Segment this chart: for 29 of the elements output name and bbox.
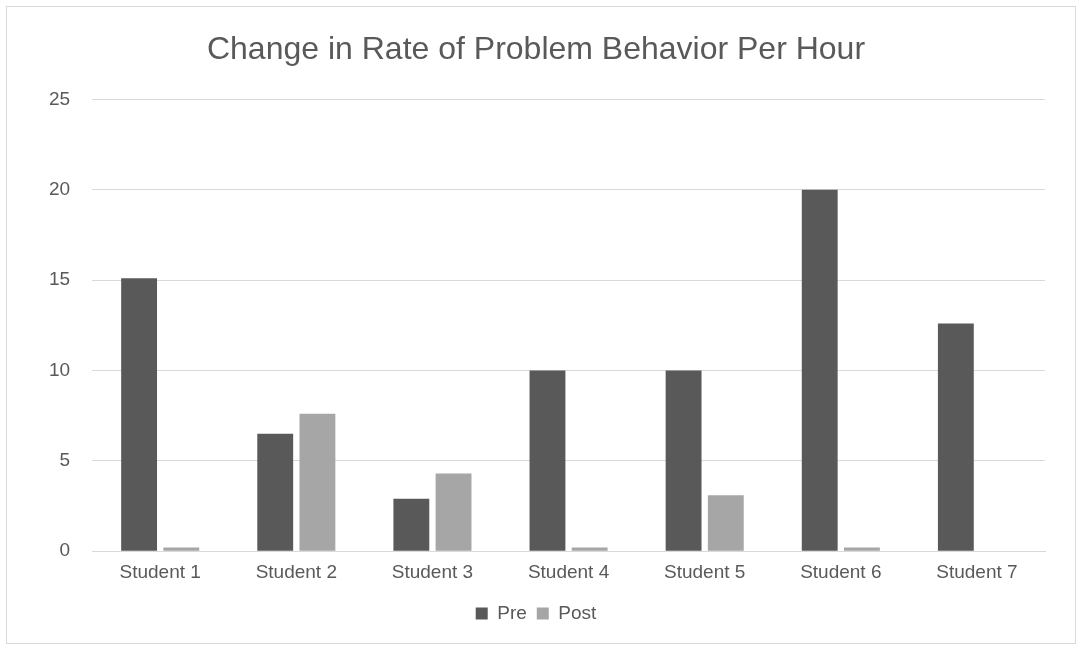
bar: [665, 370, 702, 551]
chart-title: Change in Rate of Problem Behavior Per Hour: [206, 30, 866, 67]
bar: [801, 189, 838, 551]
bar: [299, 413, 336, 551]
x-tick-label: Student 5: [664, 560, 746, 582]
bar: [571, 547, 608, 551]
x-tick-label: Student 7: [936, 560, 1018, 582]
bar: [937, 323, 974, 551]
bar: [163, 547, 200, 551]
bar: [435, 473, 472, 551]
legend-label: Post: [558, 601, 598, 623]
x-tick-label: Student 3: [391, 560, 474, 582]
x-tick-label: Student 6: [800, 560, 882, 582]
x-tick-label: Student 2: [255, 560, 337, 582]
bar: [393, 498, 430, 551]
y-tick-label: 15: [48, 268, 71, 290]
y-tick-label: 20: [48, 177, 71, 199]
y-tick-label: 25: [48, 87, 71, 109]
bar: [257, 433, 294, 551]
x-tick-label: Student 4: [527, 560, 610, 582]
y-tick-label: 5: [59, 449, 71, 471]
x-tick-label: Student 1: [119, 560, 201, 582]
bar: [707, 495, 744, 551]
bar: [121, 278, 158, 551]
bar: [843, 547, 880, 551]
y-tick-label: 10: [48, 358, 71, 380]
legend-label: Pre: [497, 601, 527, 623]
y-tick-label: 0: [59, 539, 71, 561]
bar: [529, 370, 566, 551]
